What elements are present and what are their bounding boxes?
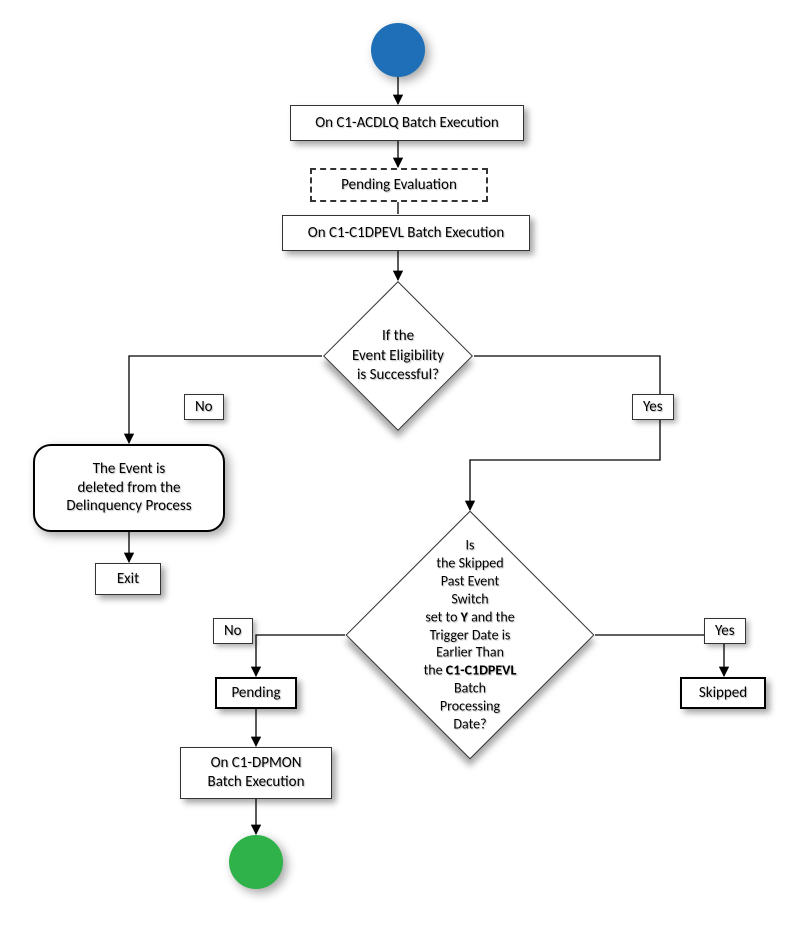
d2-l2: the Skipped — [436, 554, 503, 571]
step-dpmon: On C1-DPMON Batch Execution — [180, 747, 332, 799]
d2-l8: the C1-C1DPEVL — [424, 662, 517, 679]
d2-l5: set to Y and the — [425, 608, 514, 625]
decision1-line3: is Successful? — [357, 366, 439, 384]
decision-eligibility: If the Event Eligibility is Successful? — [323, 281, 473, 431]
d2-l10: Processing — [440, 698, 500, 715]
state-pending: Pending — [215, 677, 297, 709]
step3-line2: Batch Execution — [208, 773, 305, 792]
terminal-exit: Exit — [95, 563, 161, 595]
d2-l7: Earlier Than — [436, 644, 504, 661]
decision1-line1: If the — [382, 327, 414, 345]
state-skipped: Skipped — [680, 677, 766, 709]
decision2-yes-label: Yes — [704, 618, 746, 644]
state-pending-evaluation: Pending Evaluation — [310, 168, 488, 202]
decision1-line2: Event Eligibility — [352, 346, 444, 364]
d2-l4: Switch — [451, 590, 488, 607]
end-node — [229, 835, 283, 889]
outcome-event-deleted: The Event is deleted from the Delinquenc… — [33, 444, 225, 532]
d2-l6: Trigger Date is — [430, 626, 511, 643]
decision1-yes-label: Yes — [632, 394, 674, 420]
d2-l1: Is — [465, 537, 474, 554]
deleted-line1: The Event is — [93, 460, 166, 479]
step-c1dpevl: On C1-C1DPEVL Batch Execution — [282, 215, 530, 251]
step3-line1: On C1-DPMON — [211, 754, 302, 773]
decision-skip-switch: Is the Skipped Past Event Switch set to … — [346, 511, 594, 759]
decision1-no-label: No — [184, 394, 224, 420]
decision2-no-label: No — [213, 618, 253, 644]
deleted-line3: Delinquency Process — [66, 497, 191, 516]
deleted-line2: deleted from the — [78, 479, 181, 498]
step-acdlq: On C1-ACDLQ Batch Execution — [290, 105, 524, 141]
d2-l3: Past Event — [441, 572, 499, 589]
d2-l9: Batch — [454, 680, 486, 697]
start-node — [371, 23, 425, 77]
d2-l11: Date? — [453, 716, 486, 733]
